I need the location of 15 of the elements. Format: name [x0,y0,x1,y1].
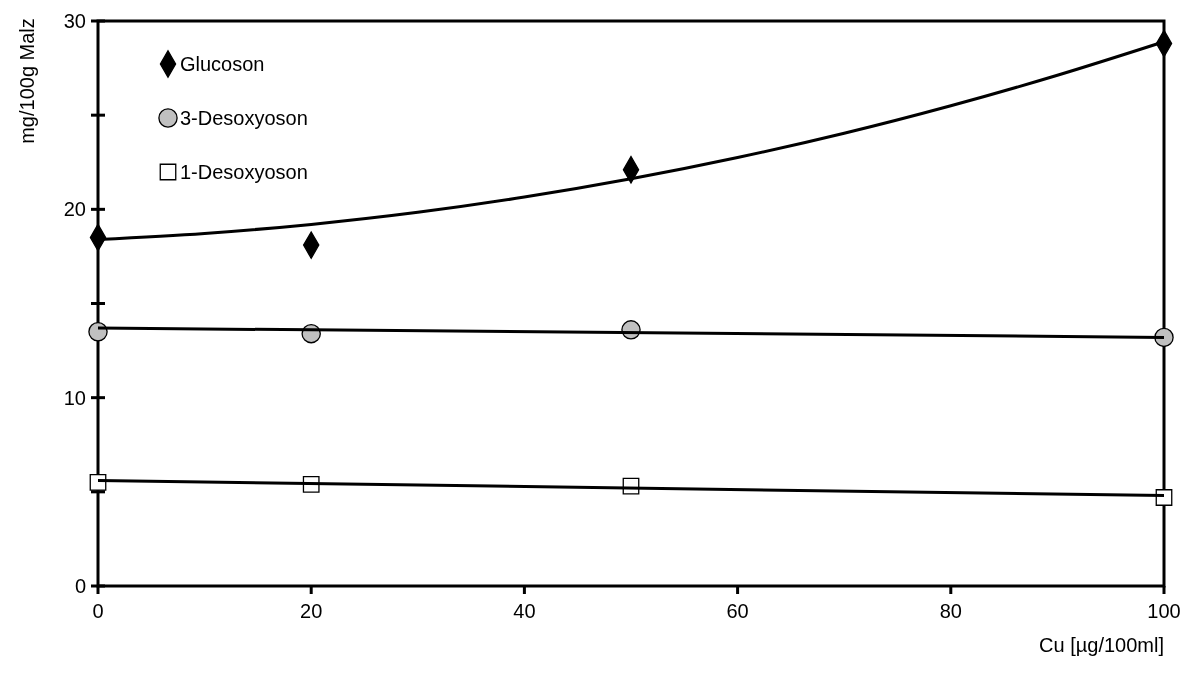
x-tick-label: 40 [513,600,536,622]
x-tick-label: 0 [92,600,104,622]
x-tick-label: 80 [939,600,962,622]
legend-label: 1-Desoxyoson [180,161,308,183]
y-axis-title: mg/100g Malz [16,18,38,144]
legend-label: 3-Desoxyoson [180,107,308,129]
x-tick-label: 60 [726,600,749,622]
y-tick-label: 20 [63,198,86,221]
x-axis-title: Cu [µg/100ml] [1039,634,1164,656]
y-tick-label: 10 [63,386,86,409]
legend-label: Glucoson [180,53,265,75]
y-tick-label: 30 [63,10,86,32]
x-tick-label: 20 [300,600,323,622]
x-tick-label: 100 [1147,600,1181,622]
y-tick-label: 0 [74,575,86,597]
